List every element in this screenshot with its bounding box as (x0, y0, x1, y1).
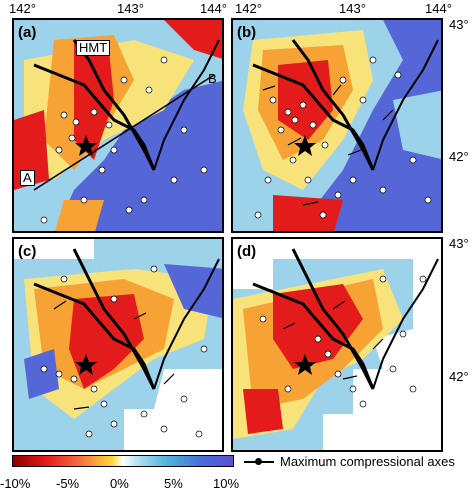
lon-label-143-b: 143° (339, 1, 366, 16)
velocity-map-d (233, 239, 441, 450)
lat-label-42-top: 42° (449, 149, 469, 164)
panel-label-c: (c) (18, 243, 37, 260)
map-panel-c: (c) (12, 237, 224, 452)
lat-label-43-top: 43° (449, 17, 469, 32)
colorbar-tick-10: 10% (213, 476, 240, 491)
colorbar-tick-5: 5% (164, 476, 183, 491)
velocity-map-a (14, 20, 222, 231)
hmt-fault-label: HMT (76, 40, 111, 56)
lon-label-144-a: 144° (200, 1, 227, 16)
panel-label-d: (d) (237, 243, 257, 260)
map-panel-a: (a) HMT A B (12, 18, 224, 233)
panel-label-b: (b) (237, 24, 257, 41)
velocity-map-b (233, 20, 441, 231)
compression-axis-legend-label: Maximum compressional axes (280, 454, 455, 469)
panel-label-a: (a) (18, 24, 37, 41)
lon-label-144-b: 144° (425, 1, 452, 16)
colorbar-tick-0: 0% (110, 476, 129, 491)
velocity-map-c (14, 239, 222, 450)
map-panel-d: (d) (231, 237, 443, 452)
lat-label-42-bottom: 42° (449, 369, 469, 384)
lat-label-43-bottom: 43° (449, 236, 469, 251)
profile-start-label: A (20, 170, 35, 186)
lon-label-142-b: 142° (235, 1, 262, 16)
colorbar-tick-minus10: -10% (0, 476, 31, 491)
compression-axis-dot (255, 458, 262, 465)
velocity-perturbation-colorbar (12, 455, 234, 467)
profile-end-label: B (208, 71, 217, 86)
lon-label-142-a: 142° (9, 1, 36, 16)
lon-label-143-a: 143° (117, 1, 144, 16)
colorbar-tick-minus5: -5% (56, 476, 80, 491)
map-panel-b: (b) (231, 18, 443, 233)
